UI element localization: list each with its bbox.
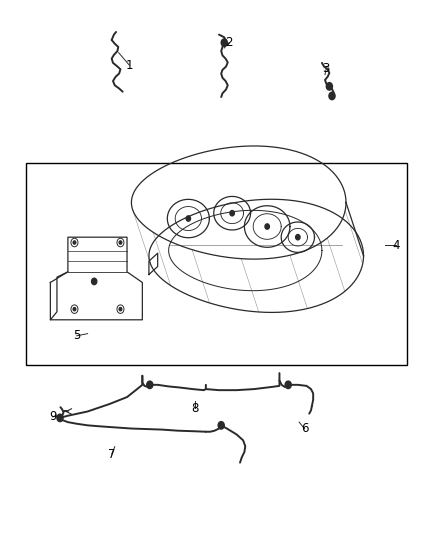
Text: 3: 3 — [323, 62, 330, 75]
Text: 8: 8 — [191, 402, 198, 415]
Text: 7: 7 — [108, 448, 116, 461]
Circle shape — [147, 381, 153, 389]
Circle shape — [265, 224, 269, 229]
Circle shape — [329, 92, 335, 100]
Bar — [26, 163, 407, 365]
Circle shape — [221, 39, 227, 46]
Circle shape — [92, 278, 97, 285]
Circle shape — [230, 211, 234, 216]
Circle shape — [186, 216, 191, 221]
Circle shape — [73, 241, 76, 244]
Text: 9: 9 — [49, 410, 57, 423]
Text: 2: 2 — [225, 36, 233, 49]
Circle shape — [285, 381, 291, 389]
Text: 5: 5 — [73, 329, 80, 342]
Circle shape — [119, 308, 122, 311]
Circle shape — [326, 83, 332, 90]
Circle shape — [73, 308, 76, 311]
Circle shape — [57, 414, 63, 422]
Circle shape — [296, 235, 300, 240]
Circle shape — [119, 241, 122, 244]
Circle shape — [218, 422, 224, 429]
Text: 6: 6 — [300, 422, 308, 435]
Text: 4: 4 — [392, 239, 400, 252]
Text: 1: 1 — [125, 59, 133, 71]
